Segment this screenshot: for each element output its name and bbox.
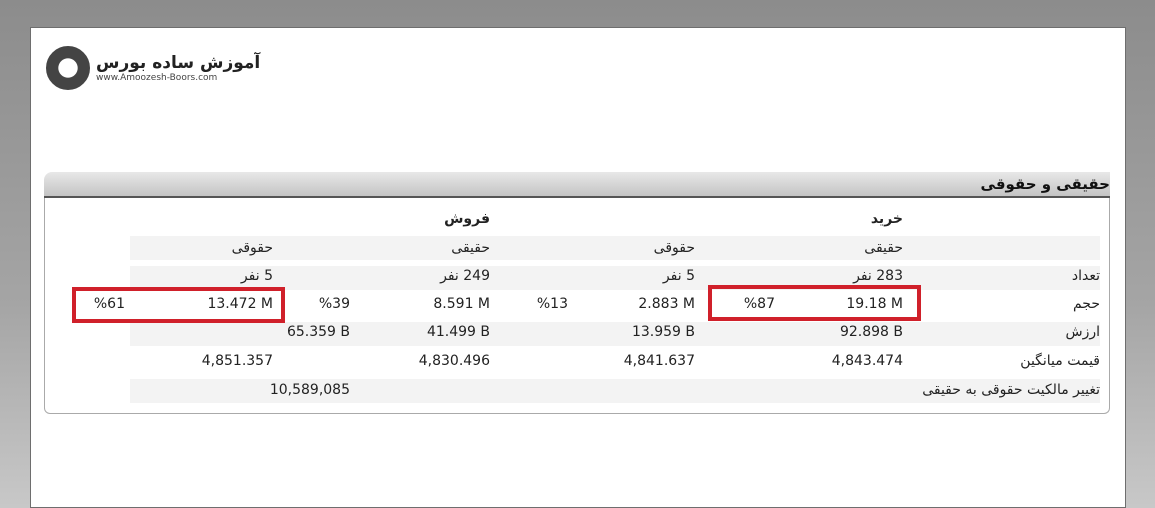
header-sell: فروش — [444, 211, 490, 227]
count-sell-legal: 5 نفر — [240, 268, 273, 284]
highlight-box-sell — [72, 287, 285, 323]
avg-sell-real: 4,830.496 — [418, 353, 490, 369]
highlight-box-buy — [708, 285, 921, 321]
volume-sell-legal-pct: %61 — [93, 296, 125, 312]
count-sell-real: 249 نفر — [440, 268, 490, 284]
row-bg — [130, 379, 1100, 403]
count-buy-real: 283 نفر — [853, 268, 903, 284]
label-value: ارزش — [1065, 324, 1100, 340]
logo: آموزش ساده بورس www.Amoozesh-Boors.com — [46, 46, 260, 90]
volume-buy-legal-pct: %13 — [536, 296, 568, 312]
header-buy-real: حقیقی — [864, 240, 903, 256]
header-sell-real: حقیقی — [451, 240, 490, 256]
volume-buy-real: 19.18 M — [846, 296, 903, 312]
logo-name: آموزش ساده بورس — [96, 53, 261, 73]
section-header: حقیقی و حقوقی — [44, 172, 1110, 198]
value-sell-real: 41.499 B — [426, 324, 490, 340]
label-count: تعداد — [1071, 268, 1100, 284]
volume-sell-real: 8.591 M — [433, 296, 490, 312]
label-volume: حجم — [1072, 296, 1100, 312]
volume-sell-real-pct: %39 — [318, 296, 350, 312]
header-sell-legal: حقوقی — [231, 240, 273, 256]
label-avg-price: قیمت میانگین — [1020, 353, 1100, 369]
row-bg — [130, 266, 1100, 290]
avg-sell-legal: 4,851.357 — [201, 353, 273, 369]
header-buy-legal: حقوقی — [653, 240, 695, 256]
row-bg — [130, 322, 1100, 346]
volume-buy-real-pct: %87 — [743, 296, 775, 312]
volume-buy-legal: 2.883 M — [638, 296, 695, 312]
logo-url: www.Amoozesh-Boors.com — [96, 73, 218, 83]
section-title: حقیقی و حقوقی — [980, 175, 1110, 193]
value-sell-legal: 65.359 B — [286, 324, 350, 340]
data-table — [44, 198, 1110, 414]
avg-buy-legal: 4,841.637 — [623, 353, 695, 369]
volume-sell-legal: 13.472 M — [207, 296, 273, 312]
count-buy-legal: 5 نفر — [662, 268, 695, 284]
ownership-change-value: 10,589,085 — [269, 382, 350, 398]
label-ownership-change: تغییر مالکیت حقوقی به حقیقی — [922, 382, 1100, 398]
globe-chart-icon — [46, 46, 90, 90]
header-buy: خرید — [870, 211, 903, 227]
value-buy-real: 92.898 B — [839, 324, 903, 340]
avg-buy-real: 4,843.474 — [831, 353, 903, 369]
row-bg — [130, 236, 1100, 260]
value-buy-legal: 13.959 B — [631, 324, 695, 340]
